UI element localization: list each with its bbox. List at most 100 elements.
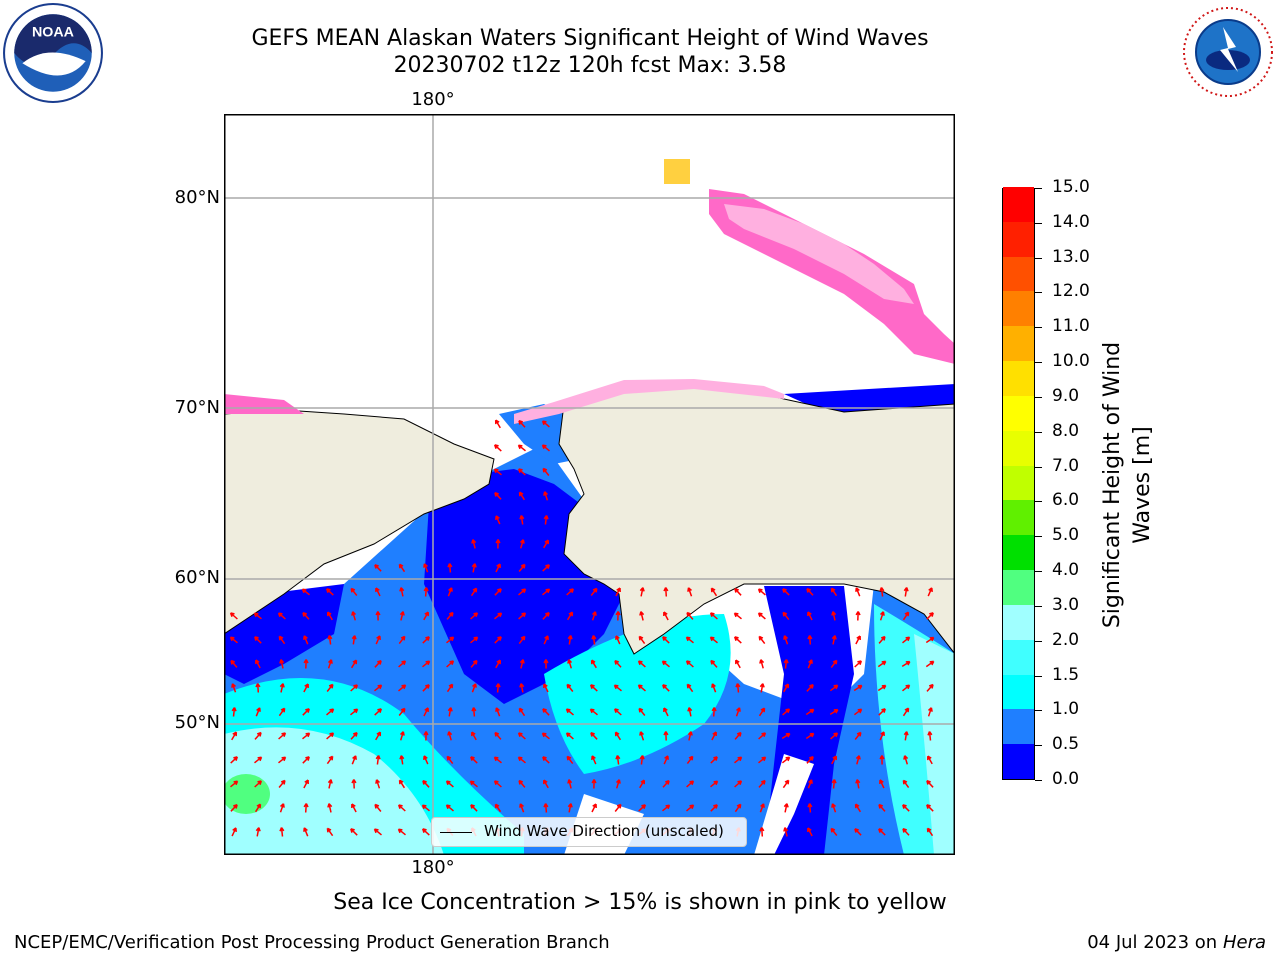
wind-arrow: [925, 660, 935, 668]
wind-arrow: [734, 756, 743, 764]
wind-arrow: [757, 612, 766, 620]
wind-arrow: [543, 803, 549, 813]
wind-arrow: [877, 660, 887, 668]
wind-arrow: [471, 707, 477, 717]
wind-arrow: [567, 803, 573, 813]
wind-arrow: [589, 684, 598, 692]
wind-arrow: [495, 707, 501, 717]
colorbar-segment: [1003, 395, 1034, 431]
wind-arrow: [782, 611, 790, 621]
wind-arrow: [447, 731, 453, 741]
wind-arrow: [543, 659, 549, 669]
wind-arrow: [469, 780, 478, 788]
wind-arrow: [374, 684, 383, 692]
wind-arrow: [375, 587, 381, 597]
wind-arrow: [470, 636, 479, 644]
wind-arrow: [855, 611, 861, 621]
wind-arrow: [782, 708, 791, 716]
noaa-logo: NOAA: [3, 3, 103, 103]
wind-arrow: [591, 635, 597, 645]
wind-arrow: [735, 707, 741, 717]
wind-arrow: [926, 612, 934, 620]
wind-arrow: [422, 660, 431, 668]
wind-arrow: [783, 659, 789, 669]
wind-arrow: [661, 660, 670, 668]
colorbar-segment: [1003, 360, 1034, 396]
swell-zone-west-high: [224, 727, 444, 855]
wind-arrow: [447, 707, 453, 717]
land-alaska: [558, 381, 955, 655]
wind-arrow: [326, 683, 334, 692]
wind-arrow: [518, 707, 526, 717]
footer-date-text: 04 Jul 2023 on: [1087, 932, 1223, 953]
wind-arrow: [807, 611, 813, 621]
wind-arrow: [518, 612, 527, 620]
wind-arrow: [375, 611, 381, 621]
wind-arrow: [878, 635, 886, 644]
wind-arrow: [831, 635, 837, 645]
wind-arrow: [494, 803, 502, 813]
wind-arrow: [351, 803, 357, 813]
wind-arrow: [687, 707, 693, 717]
wind-arrow: [254, 780, 263, 788]
wind-arrow: [470, 804, 478, 812]
wind-arrow: [327, 779, 333, 789]
wind-arrow: [519, 683, 525, 693]
noaa-logo-text: NOAA: [32, 25, 74, 41]
wind-arrow: [758, 756, 767, 764]
wind-arrow: [374, 708, 383, 716]
wind-arrow: [686, 780, 695, 788]
wind-arrow: [807, 803, 813, 813]
wind-arrow: [422, 636, 430, 644]
wind-arrow: [781, 732, 791, 740]
wind-arrow: [375, 779, 381, 789]
wind-arrow: [231, 683, 237, 693]
wind-arrow: [541, 444, 550, 452]
ice-patch-yellow: [664, 159, 690, 184]
wind-arrow: [351, 611, 357, 621]
wind-arrow: [879, 611, 885, 621]
colorbar-label-line: Waves [m]: [1130, 426, 1155, 544]
colorbar-tick-label: 7.0: [1052, 455, 1080, 476]
wind-arrow: [614, 659, 622, 668]
wind-arrow: [327, 803, 333, 813]
wind-arrow: [350, 659, 358, 669]
wind-arrow: [615, 755, 621, 765]
wind-arrow: [854, 731, 862, 740]
wind-arrow: [711, 731, 717, 741]
colorbar-tick-label: 1.0: [1052, 699, 1080, 720]
graticule: [224, 114, 955, 855]
wind-arrow: [879, 731, 885, 741]
colorbar-segment: [1003, 534, 1034, 571]
wind-arrow: [662, 779, 670, 788]
wind-arrow: [399, 731, 405, 741]
wind-arrow: [327, 635, 333, 645]
wind-arrow: [589, 708, 598, 716]
wind-arrow: [445, 804, 454, 812]
wind-arrow: [493, 780, 502, 788]
wind-arrow: [326, 611, 333, 621]
colorbar-segment: [1003, 674, 1034, 710]
wind-arrow: [830, 827, 838, 836]
wind-arrow: [279, 683, 285, 693]
wind-arrow: [231, 707, 237, 717]
wind-arrow: [686, 611, 694, 620]
wind-arrow: [398, 563, 406, 573]
chart-subtitle: 20230702 t12z 120h fcst Max: 3.58: [393, 53, 787, 78]
wind-arrow: [375, 731, 382, 741]
wind-arrow: [926, 804, 934, 812]
wind-arrow: [518, 779, 526, 788]
wind-arrow: [687, 731, 693, 741]
wind-arrow: [493, 756, 502, 764]
wind-arrow: [494, 731, 502, 740]
wind-arrow: [518, 588, 527, 596]
wind-arrow: [303, 827, 309, 837]
wind-arrow: [517, 444, 526, 452]
colorbar-tick-label: 2.0: [1052, 629, 1080, 650]
wind-arrow: [878, 828, 886, 836]
wind-arrow: [615, 779, 621, 789]
wind-arrow: [279, 827, 285, 837]
wind-arrow: [543, 539, 550, 549]
wind-arrow: [375, 755, 381, 765]
wind-arrow: [805, 732, 815, 740]
